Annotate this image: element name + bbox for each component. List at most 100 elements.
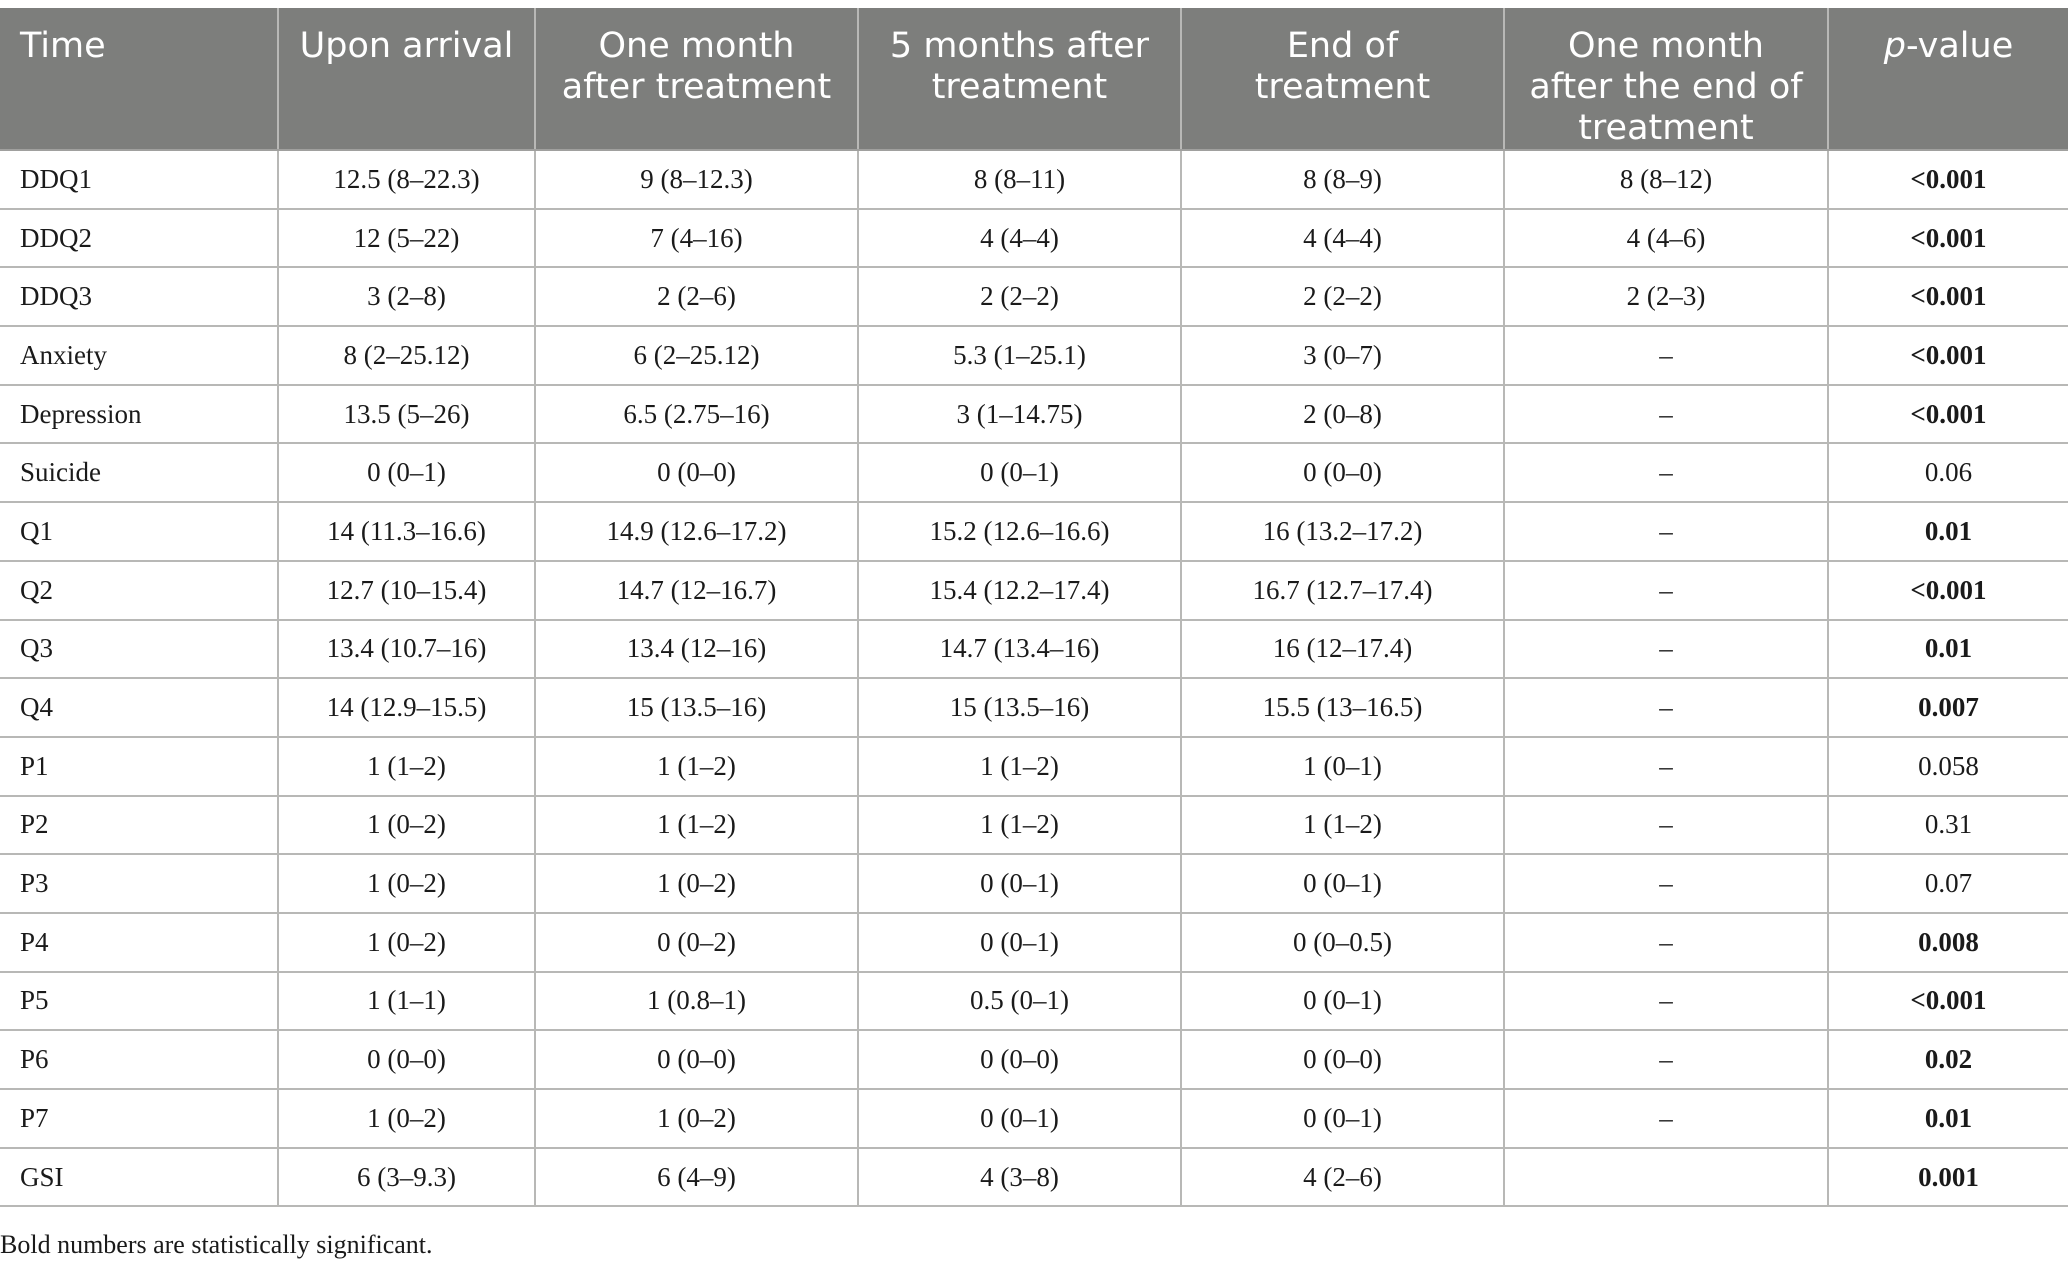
- cell-c2: 1 (1–2): [535, 795, 859, 856]
- cell-p-value: 0.31: [1828, 795, 2068, 856]
- cell-c1: 1 (1–1): [278, 971, 536, 1032]
- header-one-month: One month after treatment: [535, 8, 859, 151]
- cell-p-value: 0.07: [1828, 854, 2068, 914]
- cell-c2: 2 (2–6): [535, 267, 859, 328]
- header-row: Time Upon arrival One month after treatme…: [0, 8, 2068, 151]
- cell-c3: 3 (1–14.75): [858, 384, 1182, 445]
- table-row: GSI 6 (3–9.3) 6 (4–9) 4 (3–8) 4 (2–6) 0.001: [0, 1147, 2068, 1208]
- cell-c5: –: [1504, 443, 1829, 504]
- cell-c3: 0 (0–1): [858, 854, 1182, 914]
- cell-c1: 1 (0–2): [278, 1089, 536, 1149]
- cell-c4: 0 (0–0.5): [1181, 912, 1505, 973]
- cell-c2: 0 (0–0): [535, 1030, 859, 1090]
- cell-c2: 1 (1–2): [535, 736, 859, 797]
- header-end-of-treatment: End of treatment: [1181, 8, 1505, 151]
- row-label: Anxiety: [0, 326, 279, 386]
- cell-p-value: 0.007: [1828, 678, 2068, 738]
- cell-c1: 0 (0–1): [278, 443, 536, 504]
- table-header: Time Upon arrival One month after treatme…: [0, 8, 2068, 151]
- row-label: DDQ2: [0, 208, 279, 269]
- cell-c4: 1 (0–1): [1181, 736, 1505, 797]
- cell-c1: 13.4 (10.7–16): [278, 619, 536, 680]
- cell-c1: 12 (5–22): [278, 208, 536, 269]
- cell-c4: 16 (13.2–17.2): [1181, 502, 1505, 562]
- cell-c4: 4 (4–4): [1181, 208, 1505, 269]
- row-label: Q3: [0, 619, 279, 680]
- cell-c2: 7 (4–16): [535, 208, 859, 269]
- cell-p-value: <0.001: [1828, 971, 2068, 1032]
- cell-p-value: 0.008: [1828, 912, 2068, 973]
- cell-c3: 15.4 (12.2–17.4): [858, 560, 1182, 621]
- cell-c5: –: [1504, 1030, 1829, 1090]
- cell-p-value: 0.01: [1828, 619, 2068, 680]
- cell-p-value: 0.02: [1828, 1030, 2068, 1090]
- cell-p-value: <0.001: [1828, 267, 2068, 328]
- table-row: P5 1 (1–1) 1 (0.8–1) 0.5 (0–1) 0 (0–1) – <0.00…: [0, 971, 2068, 1032]
- table-row: P3 1 (0–2) 1 (0–2) 0 (0–1) 0 (0–1) –0.07: [0, 854, 2068, 914]
- table-body: DDQ1 12.5 (8–22.3) 9 (8–12.3) 8 (8–11) 8 (8–…: [0, 150, 2068, 1208]
- cell-c5: –: [1504, 971, 1829, 1032]
- cell-c4: 0 (0–1): [1181, 1089, 1505, 1149]
- cell-c5: –: [1504, 678, 1829, 738]
- header-p-value: p-value: [1828, 8, 2068, 151]
- header-five-months: 5 months after treatment: [858, 8, 1182, 151]
- cell-c3: 8 (8–11): [858, 150, 1182, 210]
- cell-c4: 8 (8–9): [1181, 150, 1505, 210]
- row-label: P5: [0, 971, 279, 1032]
- cell-c5: –: [1504, 384, 1829, 445]
- cell-c4: 0 (0–0): [1181, 443, 1505, 504]
- cell-c3: 0 (0–1): [858, 912, 1182, 973]
- row-label: DDQ1: [0, 150, 279, 210]
- cell-p-value: <0.001: [1828, 384, 2068, 445]
- row-label: GSI: [0, 1147, 279, 1208]
- row-label: DDQ3: [0, 267, 279, 328]
- results-table-container: Time Upon arrival One month after treatme…: [0, 8, 2068, 1208]
- cell-c3: 4 (3–8): [858, 1147, 1182, 1208]
- cell-c5: –: [1504, 912, 1829, 973]
- cell-c4: 0 (0–1): [1181, 854, 1505, 914]
- row-label: Q1: [0, 502, 279, 562]
- cell-c1: 0 (0–0): [278, 1030, 536, 1090]
- cell-c4: 15.5 (13–16.5): [1181, 678, 1505, 738]
- row-label: P1: [0, 736, 279, 797]
- cell-c1: 3 (2–8): [278, 267, 536, 328]
- table-row: DDQ3 3 (2–8) 2 (2–6) 2 (2–2) 2 (2–2) 2 (2–3) <…: [0, 267, 2068, 328]
- cell-c5: –: [1504, 502, 1829, 562]
- header-time: Time: [0, 8, 279, 151]
- cell-c1: 13.5 (5–26): [278, 384, 536, 445]
- cell-c2: 0 (0–2): [535, 912, 859, 973]
- cell-c3: 0 (0–1): [858, 1089, 1182, 1149]
- row-label: Depression: [0, 384, 279, 445]
- cell-c2: 1 (0–2): [535, 1089, 859, 1149]
- cell-c5: –: [1504, 326, 1829, 386]
- table-row: DDQ1 12.5 (8–22.3) 9 (8–12.3) 8 (8–11) 8 (8–…: [0, 150, 2068, 210]
- cell-c5: –: [1504, 854, 1829, 914]
- cell-c3: 2 (2–2): [858, 267, 1182, 328]
- cell-c1: 12.5 (8–22.3): [278, 150, 536, 210]
- cell-c4: 4 (2–6): [1181, 1147, 1505, 1208]
- row-label: Suicide: [0, 443, 279, 504]
- cell-c2: 14.9 (12.6–17.2): [535, 502, 859, 562]
- cell-c4: 0 (0–0): [1181, 1030, 1505, 1090]
- row-label: Q2: [0, 560, 279, 621]
- table-footnote: Bold numbers are statistically significa…: [0, 1230, 433, 1259]
- cell-p-value: 0.01: [1828, 1089, 2068, 1149]
- cell-c1: 1 (0–2): [278, 795, 536, 856]
- cell-c4: 1 (1–2): [1181, 795, 1505, 856]
- table-row: Anxiety 8 (2–25.12) 6 (2–25.12) 5.3 (1–25.1…: [0, 326, 2068, 386]
- cell-c3: 15 (13.5–16): [858, 678, 1182, 738]
- cell-c3: 1 (1–2): [858, 795, 1182, 856]
- cell-p-value: 0.06: [1828, 443, 2068, 504]
- row-label: P4: [0, 912, 279, 973]
- table-row: Q1 14 (11.3–16.6) 14.9 (12.6–17.2) 15.2 (12…: [0, 502, 2068, 562]
- cell-c4: 2 (0–8): [1181, 384, 1505, 445]
- cell-c3: 4 (4–4): [858, 208, 1182, 269]
- table-row: Q4 14 (12.9–15.5) 15 (13.5–16) 15 (13.5–16)…: [0, 678, 2068, 738]
- header-one-month-after-end: One month after the end of treatment: [1504, 8, 1829, 151]
- table-row: P1 1 (1–2) 1 (1–2) 1 (1–2) 1 (0–1) –0.058: [0, 736, 2068, 797]
- cell-c2: 14.7 (12–16.7): [535, 560, 859, 621]
- cell-c4: 16.7 (12.7–17.4): [1181, 560, 1505, 621]
- cell-p-value: <0.001: [1828, 326, 2068, 386]
- table-row: Q2 12.7 (10–15.4) 14.7 (12–16.7) 15.4 (12.2…: [0, 560, 2068, 621]
- cell-c5: 8 (8–12): [1504, 150, 1829, 210]
